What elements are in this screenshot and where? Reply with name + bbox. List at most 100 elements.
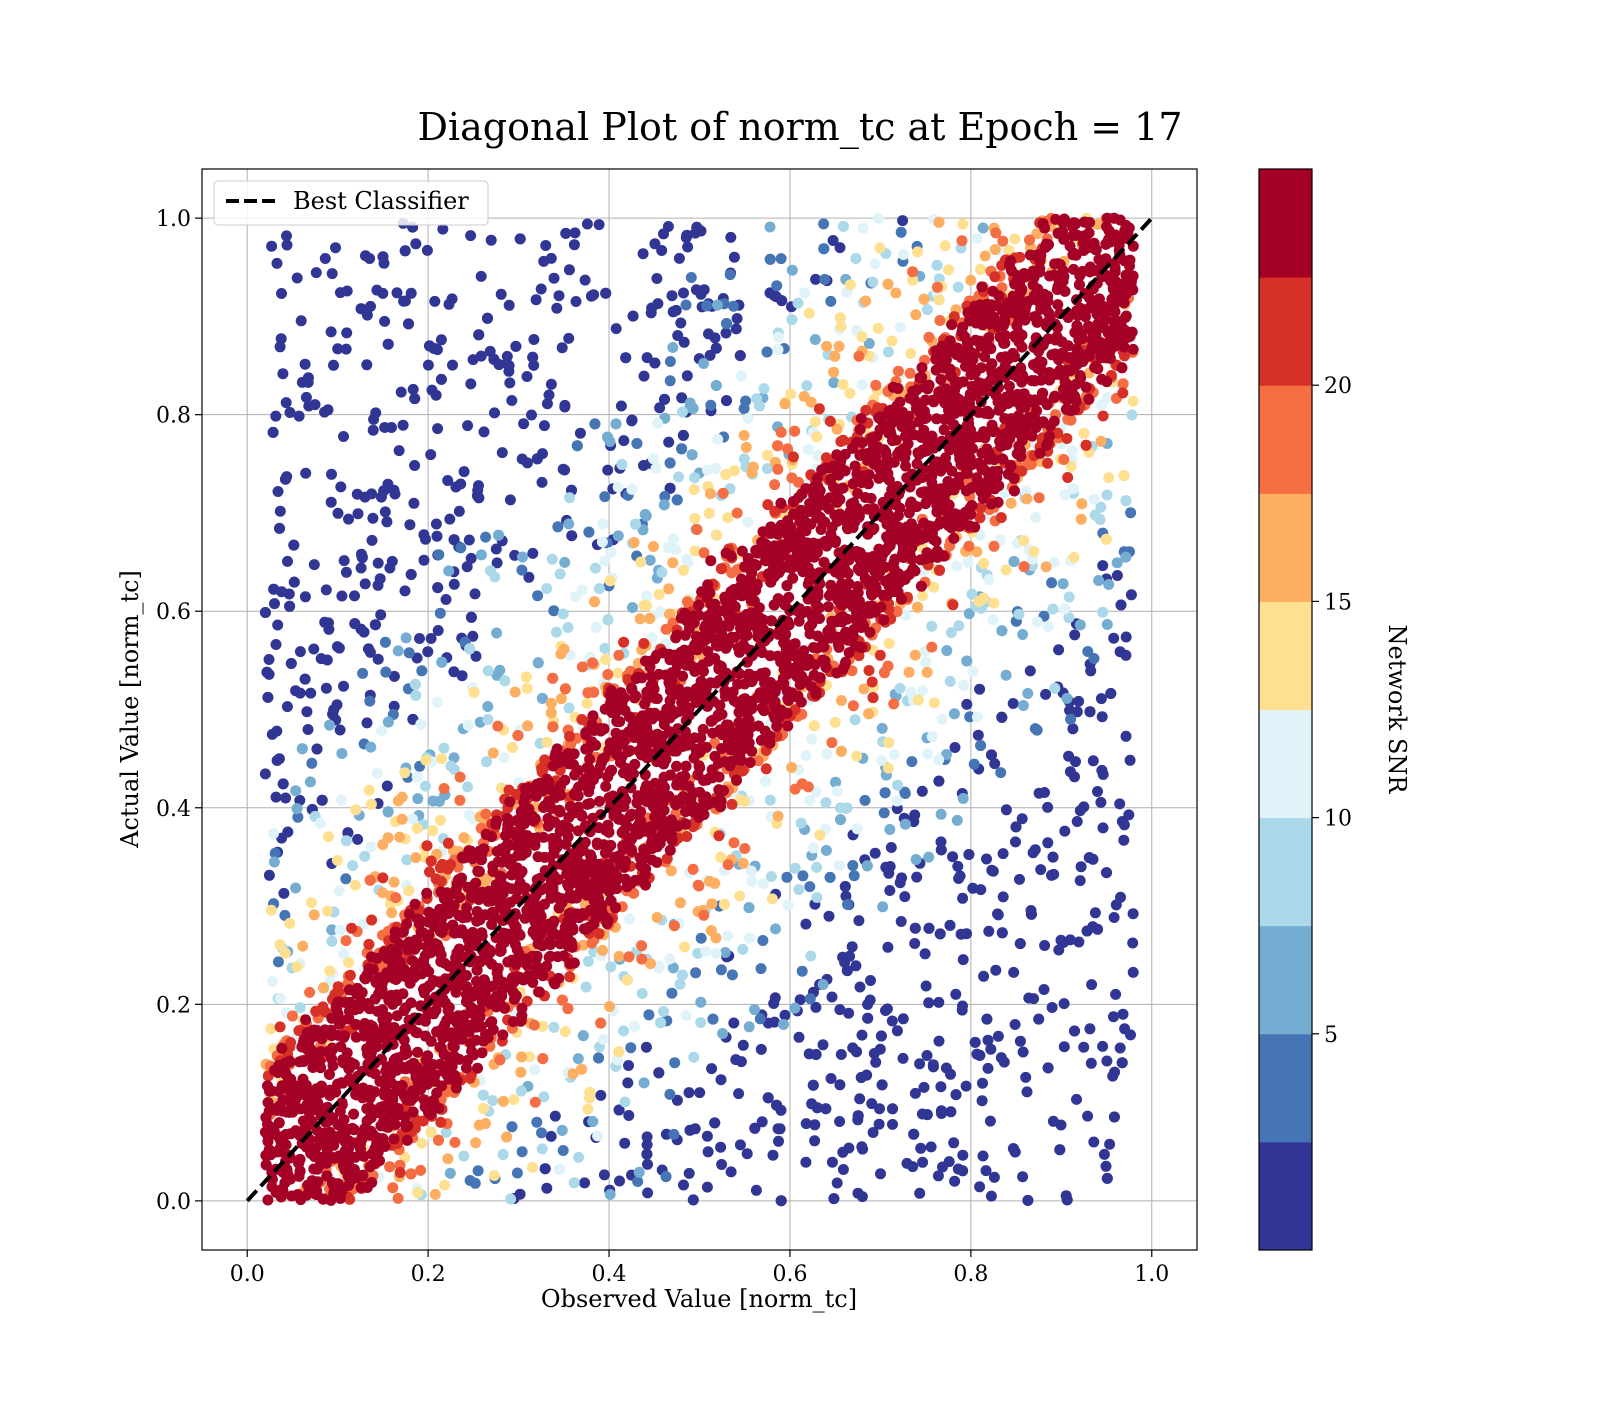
scatter-point: [728, 301, 739, 312]
scatter-point: [575, 428, 586, 439]
scatter-point: [974, 684, 985, 695]
scatter-point: [270, 411, 281, 422]
scatter-point: [678, 288, 689, 299]
scatter-point: [595, 1018, 606, 1029]
scatter-point: [800, 750, 811, 761]
scatter-point: [723, 859, 734, 870]
scatter-point: [286, 658, 297, 669]
scatter-point: [353, 508, 364, 519]
scatter-point: [415, 719, 426, 730]
scatter-point: [767, 893, 778, 904]
scatter-point: [661, 1171, 672, 1182]
scatter-point: [273, 956, 284, 967]
scatter-point: [591, 622, 602, 633]
scatter-point: [1126, 409, 1137, 420]
scatter-point: [690, 967, 701, 978]
scatter-point: [803, 444, 814, 455]
scatter-point: [694, 1087, 705, 1098]
scatter-point: [634, 1167, 645, 1178]
scatter-point: [284, 601, 295, 612]
scatter-point: [863, 708, 874, 719]
scatter-point: [867, 677, 878, 688]
scatter-point: [297, 743, 308, 754]
scatter-point: [915, 1143, 926, 1154]
scatter-point: [578, 1030, 589, 1041]
scatter-point: [341, 935, 352, 946]
scatter-point: [368, 414, 379, 425]
scatter-point: [857, 379, 868, 390]
scatter-point: [582, 219, 593, 230]
scatter-point: [887, 1119, 898, 1130]
scatter-point: [496, 289, 507, 300]
scatter-point: [625, 1042, 636, 1053]
scatter-point: [552, 521, 563, 532]
scatter-point: [668, 1129, 679, 1140]
scatter-point: [758, 878, 769, 889]
scatter-point: [612, 668, 623, 679]
scatter-point: [264, 870, 275, 881]
scatter-point: [684, 1087, 695, 1098]
scatter-point: [272, 620, 283, 631]
scatter-point: [397, 814, 408, 825]
scatter-point: [309, 559, 320, 570]
scatter-point: [951, 1089, 962, 1100]
scatter-point: [648, 453, 659, 464]
scatter-point: [785, 389, 796, 400]
scatter-point: [627, 602, 638, 613]
scatter-point: [1053, 945, 1064, 956]
scatter-point: [1078, 801, 1089, 812]
scatter-point: [304, 987, 315, 998]
scatter-point: [435, 1117, 446, 1128]
scatter-point: [1112, 570, 1123, 581]
scatter-point: [1101, 1056, 1112, 1067]
scatter-point: [765, 222, 776, 233]
scatter-point: [410, 852, 421, 863]
scatter-point: [583, 687, 594, 698]
scatter-point: [311, 267, 322, 278]
scatter-point: [776, 1195, 787, 1206]
scatter-point: [326, 326, 337, 337]
scatter-point: [292, 803, 303, 814]
scatter-point: [934, 1036, 945, 1047]
scatter-point: [262, 692, 273, 703]
scatter-point: [403, 318, 414, 329]
scatter-point: [879, 807, 890, 818]
scatter-point: [394, 445, 405, 456]
scatter-point: [1047, 1002, 1058, 1013]
scatter-point: [436, 657, 447, 668]
scatter-point: [599, 491, 610, 502]
scatter-point: [531, 1117, 542, 1128]
scatter-point: [382, 781, 393, 792]
scatter-point: [970, 1037, 981, 1048]
scatter-point: [799, 391, 810, 402]
scatter-point: [531, 294, 542, 305]
scatter-point: [1110, 989, 1121, 1000]
scatter-point: [278, 888, 289, 899]
scatter-point: [620, 1097, 631, 1108]
scatter-point: [718, 488, 729, 499]
scatter-point: [652, 912, 663, 923]
scatter-point: [597, 518, 608, 529]
scatter-point: [613, 482, 624, 493]
scatter-point: [605, 1189, 616, 1200]
chart-title: Diagonal Plot of norm_tc at Epoch = 17: [417, 105, 1182, 150]
scatter-point: [375, 609, 386, 620]
scatter-point: [737, 765, 748, 776]
scatter-point: [432, 423, 443, 434]
scatter-point: [988, 866, 999, 877]
scatter-point: [932, 282, 943, 293]
scatter-point: [799, 287, 810, 298]
scatter-point: [444, 514, 455, 525]
scatter-point: [394, 832, 405, 843]
scatter-point: [373, 558, 384, 569]
scatter-point: [493, 530, 504, 541]
scatter-point: [788, 451, 799, 462]
scatter-point: [738, 1040, 749, 1051]
scatter-point: [497, 447, 508, 458]
scatter-point: [1078, 1042, 1089, 1053]
scatter-point: [825, 296, 836, 307]
scatter-point: [936, 844, 947, 855]
scatter-point: [669, 1057, 680, 1068]
scatter-point: [648, 541, 659, 552]
scatter-point: [404, 519, 415, 530]
